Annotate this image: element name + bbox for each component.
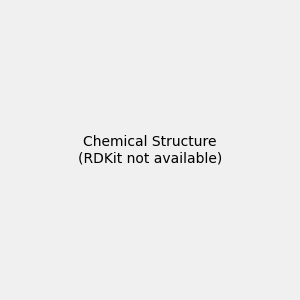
Text: Chemical Structure
(RDKit not available): Chemical Structure (RDKit not available) bbox=[78, 135, 222, 165]
